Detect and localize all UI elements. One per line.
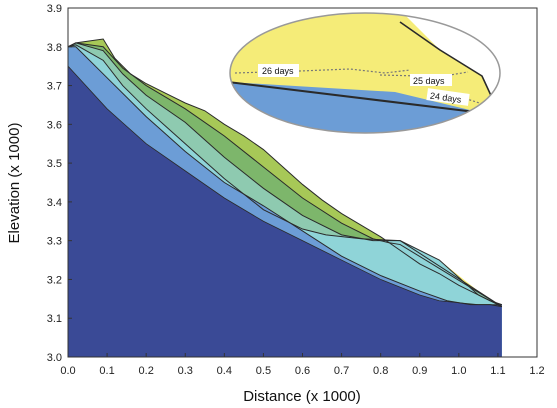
layer-line-layer4 (68, 42, 503, 308)
y-tick-label: 3.5 (47, 158, 62, 170)
x-tick-label: 0.9 (412, 365, 427, 377)
inset-label-bg-24 (426, 88, 470, 106)
x-tick-label: 0.0 (60, 365, 75, 377)
inset-label-24-days: 24 days (429, 91, 462, 105)
inset-zoom: 26 days 25 days 24 days (229, 12, 501, 134)
x-tick-label: 0.1 (99, 365, 114, 377)
x-tick-label: 0.3 (178, 365, 193, 377)
layer-boundaries (68, 38, 503, 308)
x-tick-label: 1.1 (490, 365, 505, 377)
x-tick-label: 1.2 (529, 365, 544, 377)
inset-label-25-days: 25 days (413, 76, 445, 86)
layer-line-bedrock (68, 65, 502, 306)
x-axis-ticks: 0.0 0.1 0.2 0.3 0.4 0.5 0.6 0.7 0.8 0.9 1.0 1.1 1.2 (60, 353, 545, 377)
x-tick-label: 1.0 (451, 365, 466, 377)
y-tick-label: 3.6 (47, 119, 62, 131)
y-axis-ticks: 3.0 3.1 3.2 3.3 3.4 3.5 3.6 3.7 3.8 3.9 (47, 3, 72, 364)
y-tick-label: 3.9 (47, 3, 62, 15)
y-axis-title: Elevation (x 1000) (6, 123, 23, 244)
y-tick-label: 3.2 (47, 274, 62, 286)
x-tick-label: 0.4 (217, 365, 232, 377)
x-tick-label: 0.7 (334, 365, 349, 377)
terrain-layers (68, 39, 502, 357)
inset-failure-line-25 (379, 71, 469, 77)
y-tick-label: 3.4 (47, 197, 62, 209)
x-axis-title: Distance (x 1000) (243, 388, 361, 405)
y-tick-label: 3.0 (47, 352, 62, 364)
layer-area-bedrock (68, 66, 502, 357)
x-tick-label: 0.5 (256, 365, 271, 377)
y-tick-label: 3.3 (47, 236, 62, 248)
y-tick-label: 3.7 (47, 81, 62, 93)
x-tick-label: 0.6 (295, 365, 310, 377)
y-tick-label: 3.8 (47, 42, 62, 54)
x-tick-label: 0.8 (373, 365, 388, 377)
inset-label-bg-25 (410, 74, 452, 86)
inset-label-bg-26 (258, 64, 299, 77)
x-tick-label: 0.2 (139, 365, 154, 377)
inset-label-26-days: 26 days (262, 66, 294, 76)
inset-border (229, 12, 501, 134)
inset-boundary-line (230, 81, 500, 116)
layer-line-layer2 (68, 44, 503, 308)
layer-line-layer3 (68, 42, 503, 308)
y-tick-label: 3.1 (47, 313, 62, 325)
